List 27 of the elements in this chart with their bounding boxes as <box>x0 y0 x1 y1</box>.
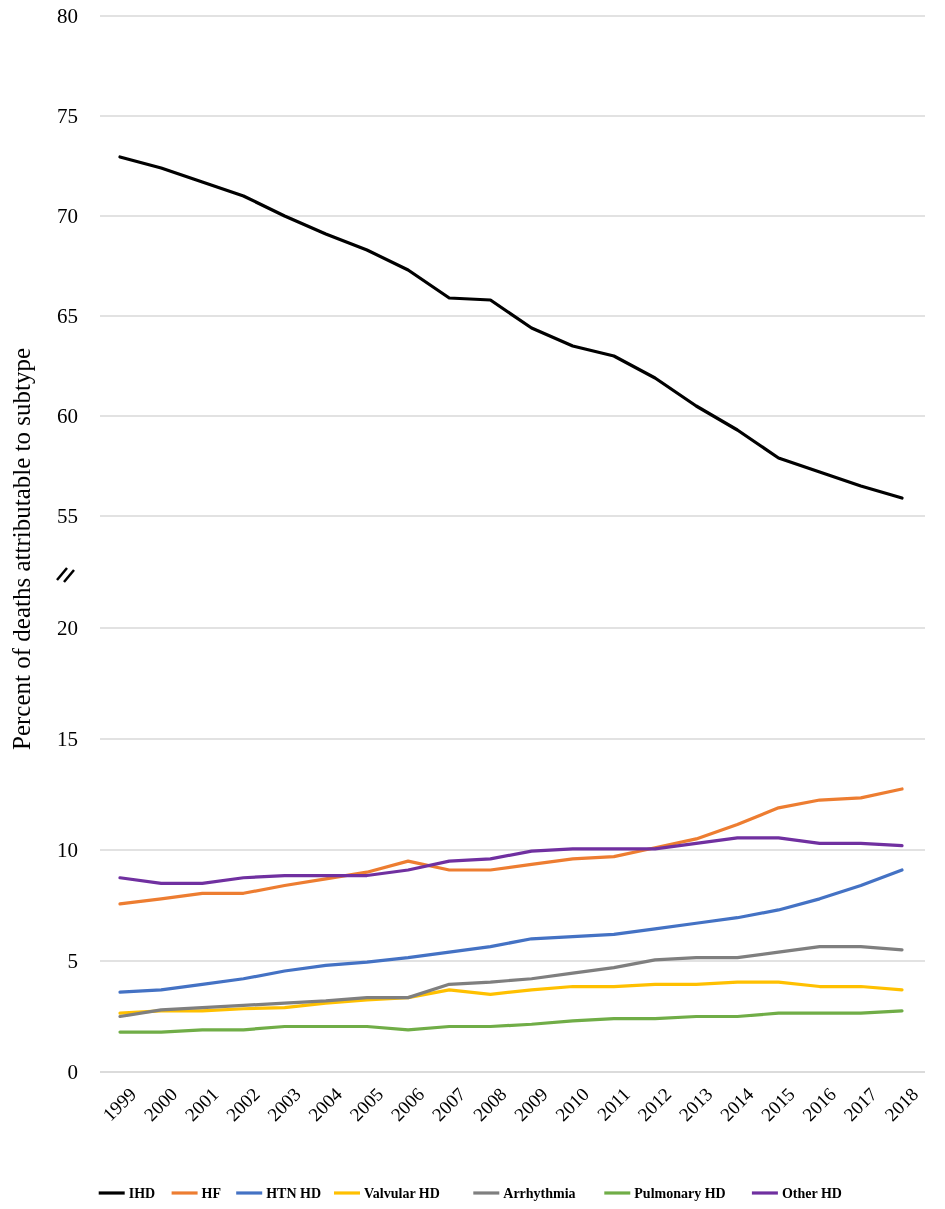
legend-label: Valvular HD <box>364 1185 440 1201</box>
legend-label: HF <box>201 1185 222 1201</box>
y-tick-label: 10 <box>57 838 78 863</box>
x-tick-label: 1999 <box>98 1083 141 1126</box>
y-tick-label: 15 <box>57 727 78 752</box>
y-tick-label: 75 <box>57 104 78 129</box>
x-tick-label: 2011 <box>592 1083 635 1125</box>
y-tick-label: 0 <box>67 1060 78 1085</box>
line-series <box>118 1009 904 1034</box>
line-series <box>118 868 904 994</box>
y-tick-label: 55 <box>57 504 78 529</box>
legend-label: Other HD <box>781 1185 842 1201</box>
line-series <box>118 787 904 906</box>
legend-label: HTN HD <box>266 1185 322 1201</box>
legend-label: IHD <box>128 1185 156 1201</box>
line-series <box>118 155 904 500</box>
y-tick-label: 65 <box>57 304 78 329</box>
y-tick-label: 20 <box>57 616 78 641</box>
y-tick-label: 60 <box>57 404 78 429</box>
legend-label: Arrhythmia <box>503 1185 576 1201</box>
y-tick-label: 80 <box>57 4 78 29</box>
y-tick-label: 5 <box>67 949 78 974</box>
line-series <box>118 944 904 1019</box>
line-series <box>118 836 904 885</box>
legend-label: Pulmonary HD <box>634 1185 726 1201</box>
y-axis-title: Percent of deaths attributable to subtype <box>8 348 35 750</box>
y-tick-label: 70 <box>57 204 78 229</box>
